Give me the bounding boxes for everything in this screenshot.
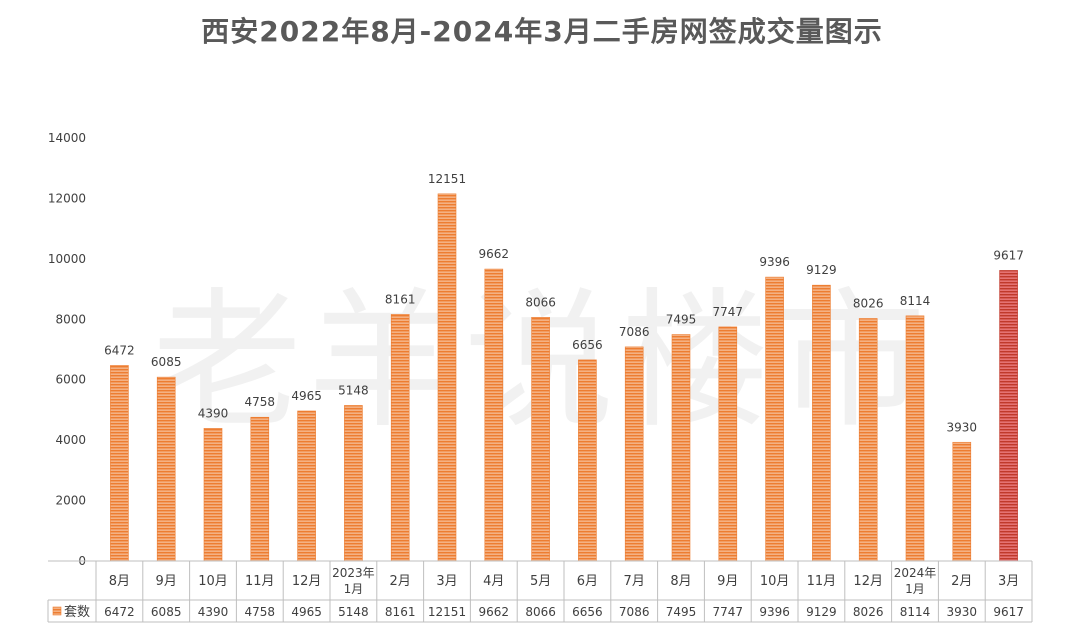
data-label: 6656 (572, 338, 603, 352)
y-tick-label: 10000 (48, 252, 86, 266)
x-tick-label: 12月 (853, 574, 883, 589)
y-tick-label: 12000 (48, 191, 86, 205)
data-label: 8114 (900, 294, 931, 308)
bar (484, 268, 504, 562)
x-tick-label: 11月 (807, 574, 837, 589)
bar (671, 334, 691, 562)
table-value: 12151 (428, 605, 466, 619)
bar (578, 359, 597, 562)
data-label: 6472 (104, 343, 135, 357)
bar (905, 315, 925, 562)
table-value: 4758 (245, 605, 276, 619)
bar (156, 376, 176, 562)
bar (952, 441, 972, 562)
data-label: 12151 (428, 172, 466, 186)
data-table: 套数 8月 6472 9月 6085 10月 4390 11月 4758 12月 4965 2023年… (47, 560, 1033, 623)
y-tick-label: 14000 (48, 131, 86, 145)
data-label: 7747 (713, 305, 744, 319)
y-tick-label: 8000 (55, 312, 86, 326)
table-value: 4390 (198, 605, 229, 619)
y-tick-label: 6000 (55, 373, 86, 387)
data-label: 9396 (759, 255, 790, 269)
x-tick-label: 12月 (292, 574, 322, 589)
x-tick-label: 7月 (624, 574, 645, 589)
x-tick-label: 10月 (760, 574, 790, 589)
y-tick-label: 2000 (55, 494, 86, 508)
bar (858, 318, 878, 562)
x-tick-label: 6月 (577, 574, 598, 589)
bar (718, 326, 738, 562)
bar (437, 193, 457, 562)
table-value: 9396 (759, 605, 790, 619)
y-tick-label: 4000 (55, 433, 86, 447)
table-value: 8161 (385, 605, 416, 619)
x-tick-label: 11月 (245, 574, 275, 589)
x-tick-label: 8月 (670, 574, 691, 589)
data-label: 7495 (666, 313, 697, 327)
x-tick-label: 2月 (390, 574, 411, 589)
bar (297, 410, 316, 562)
x-tick-label: 3月 (436, 574, 457, 589)
bar (812, 284, 831, 562)
bar (110, 365, 129, 562)
table-value: 9662 (479, 605, 510, 619)
x-tick-label: 5月 (530, 574, 551, 589)
bar (999, 270, 1018, 562)
chart-title: 西安2022年8月-2024年3月二手房网签成交量图示 (201, 15, 883, 48)
data-label: 7086 (619, 325, 650, 339)
data-label: 6085 (151, 355, 182, 369)
x-tick-label: 9月 (156, 574, 177, 589)
data-label: 8026 (853, 297, 884, 311)
table-value: 7086 (619, 605, 650, 619)
bar (203, 428, 223, 562)
data-label: 5148 (338, 383, 369, 397)
table-value: 9129 (806, 605, 837, 619)
table-value: 6472 (104, 605, 135, 619)
data-label: 8066 (525, 295, 556, 309)
bar (765, 276, 784, 562)
bars-layer (110, 193, 1018, 562)
table-value: 6656 (572, 605, 603, 619)
table-value: 3930 (947, 605, 978, 619)
data-labels-layer: 6472 6085 4390 4758 4965 5148 8161 12151 9662 806… (104, 172, 1024, 434)
bar (250, 416, 270, 562)
table-value: 6085 (151, 605, 182, 619)
x-tick-label: 2024年 1月 (894, 566, 937, 596)
data-label: 8161 (385, 292, 416, 306)
x-tick-label: 2023年 1月 (332, 566, 375, 596)
bar (624, 346, 644, 562)
x-tick-label: 3月 (998, 574, 1019, 589)
x-tick-label: 9月 (717, 574, 738, 589)
bar (344, 405, 363, 562)
bar (390, 314, 410, 562)
x-tick-label: 8月 (109, 574, 130, 589)
legend-label: 套数 (64, 604, 90, 620)
x-tick-label: 4月 (483, 574, 504, 589)
data-label: 9617 (993, 248, 1024, 262)
legend-swatch (52, 606, 62, 616)
table-value: 8066 (525, 605, 556, 619)
data-label: 4758 (245, 395, 276, 409)
data-label: 4965 (291, 389, 322, 403)
table-value: 9617 (993, 605, 1024, 619)
x-tick-label: 2月 (951, 574, 972, 589)
x-tick-label: 10月 (198, 574, 228, 589)
table-value: 4965 (291, 605, 322, 619)
data-label: 9662 (479, 247, 510, 261)
table-value: 8026 (853, 605, 884, 619)
table-value: 7495 (666, 605, 697, 619)
data-label: 4390 (198, 406, 229, 420)
table-value: 7747 (713, 605, 744, 619)
bar (531, 316, 550, 562)
data-label: 9129 (806, 263, 837, 277)
table-value: 5148 (338, 605, 369, 619)
data-label: 3930 (947, 420, 978, 434)
table-value: 8114 (900, 605, 931, 619)
